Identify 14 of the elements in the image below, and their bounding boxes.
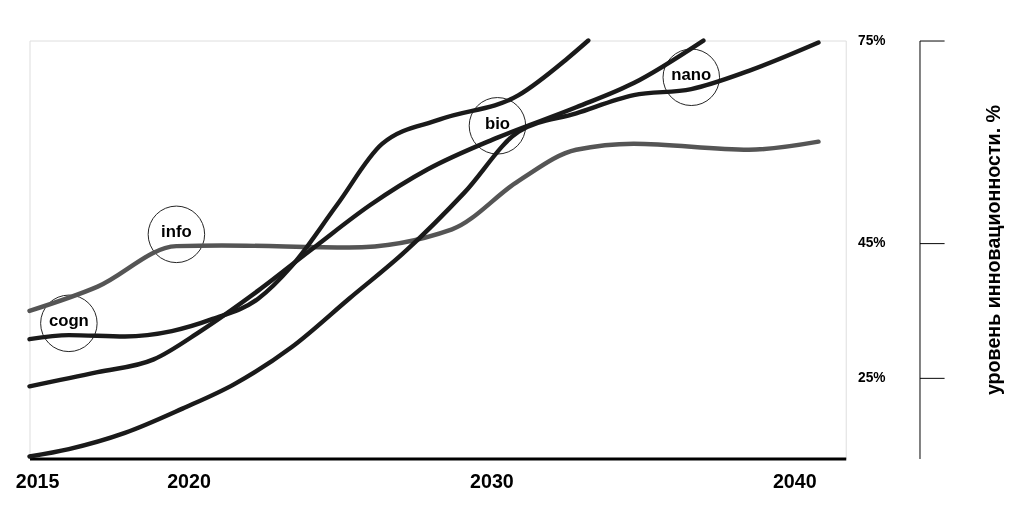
y-tick-label: 45% [858,235,886,251]
x-tick-label: 2020 [167,470,211,493]
annotation: nano [671,65,712,85]
line-series [27,40,821,459]
annotation: info [161,222,192,242]
x-tick-label: 2030 [470,470,514,493]
y-tick-label: 75% [858,32,886,48]
x-tick-label: 2015 [15,470,60,493]
annotation: bio [484,113,510,133]
x-tick-label: 2040 [772,470,817,493]
annotation: cogn [48,311,89,331]
line-series [27,139,821,314]
y-axis-title: уровень инновационности. % [982,104,1005,396]
y-tick-label: 25% [858,370,886,386]
